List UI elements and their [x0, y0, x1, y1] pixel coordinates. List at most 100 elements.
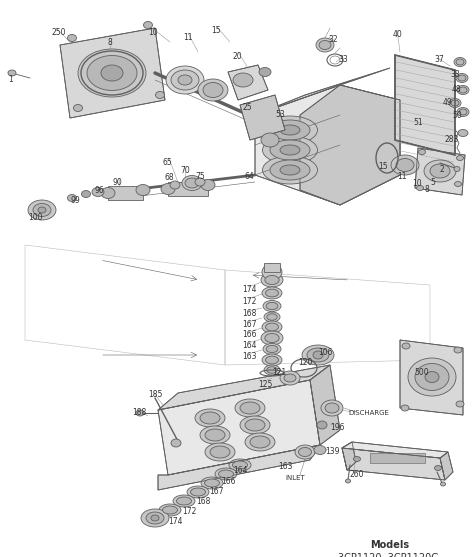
Polygon shape — [255, 85, 400, 205]
Ellipse shape — [82, 190, 91, 198]
Text: 53: 53 — [275, 110, 285, 119]
Ellipse shape — [415, 364, 449, 390]
Text: 174: 174 — [168, 517, 182, 526]
Ellipse shape — [313, 351, 323, 359]
Text: 15: 15 — [211, 26, 220, 35]
Ellipse shape — [317, 421, 327, 429]
Ellipse shape — [262, 321, 282, 333]
Ellipse shape — [146, 512, 164, 524]
Ellipse shape — [280, 125, 300, 135]
Ellipse shape — [201, 477, 223, 489]
Ellipse shape — [455, 182, 462, 187]
Ellipse shape — [454, 167, 460, 172]
Text: 50: 50 — [452, 111, 462, 120]
Ellipse shape — [295, 445, 315, 459]
Ellipse shape — [101, 65, 123, 81]
Ellipse shape — [263, 116, 318, 144]
Text: 167: 167 — [209, 487, 224, 496]
Ellipse shape — [354, 457, 361, 462]
Text: 90: 90 — [113, 178, 123, 187]
Text: 260: 260 — [350, 470, 365, 479]
Ellipse shape — [456, 155, 464, 160]
Text: 65: 65 — [163, 158, 173, 167]
Ellipse shape — [67, 194, 76, 202]
Text: 49: 49 — [443, 98, 453, 107]
Ellipse shape — [176, 497, 191, 505]
Ellipse shape — [302, 345, 334, 365]
Bar — [168, 182, 208, 196]
Text: 168: 168 — [242, 309, 256, 318]
Text: 20: 20 — [233, 52, 243, 61]
Ellipse shape — [201, 179, 215, 190]
Text: 32: 32 — [328, 35, 337, 44]
Ellipse shape — [425, 372, 439, 383]
Ellipse shape — [396, 159, 414, 172]
Ellipse shape — [263, 344, 281, 354]
Ellipse shape — [163, 506, 177, 514]
Ellipse shape — [182, 175, 202, 190]
Ellipse shape — [233, 73, 253, 87]
Ellipse shape — [346, 479, 350, 483]
Ellipse shape — [459, 87, 467, 93]
Bar — [370, 453, 425, 463]
Ellipse shape — [245, 433, 275, 451]
Ellipse shape — [265, 289, 279, 297]
Ellipse shape — [321, 400, 343, 416]
Text: 68: 68 — [165, 173, 174, 182]
Ellipse shape — [307, 348, 329, 362]
Text: 5: 5 — [430, 178, 435, 187]
Ellipse shape — [454, 347, 462, 353]
Ellipse shape — [263, 136, 318, 164]
Ellipse shape — [456, 59, 464, 65]
Ellipse shape — [459, 109, 467, 115]
Ellipse shape — [264, 365, 280, 375]
Ellipse shape — [280, 371, 300, 385]
Ellipse shape — [178, 75, 192, 85]
Polygon shape — [342, 442, 356, 470]
Ellipse shape — [456, 401, 464, 407]
Ellipse shape — [141, 509, 169, 527]
Text: 10: 10 — [412, 179, 422, 188]
Text: 8: 8 — [108, 38, 113, 47]
Ellipse shape — [435, 466, 441, 471]
Text: 139: 139 — [325, 447, 339, 456]
Text: 15: 15 — [378, 162, 388, 171]
Ellipse shape — [402, 343, 410, 349]
Ellipse shape — [262, 287, 282, 299]
Ellipse shape — [191, 488, 206, 496]
Ellipse shape — [261, 133, 279, 147]
Text: 174: 174 — [242, 285, 256, 294]
Ellipse shape — [261, 331, 283, 345]
Ellipse shape — [408, 358, 456, 396]
Ellipse shape — [314, 446, 326, 455]
Text: 3CP1120, 3CP1120G,: 3CP1120, 3CP1120G, — [338, 553, 442, 557]
Text: 40: 40 — [393, 30, 403, 39]
Text: 163: 163 — [278, 462, 292, 471]
Polygon shape — [415, 148, 465, 195]
Ellipse shape — [155, 91, 164, 99]
Ellipse shape — [92, 188, 104, 197]
Ellipse shape — [270, 120, 310, 140]
Ellipse shape — [265, 356, 279, 364]
Polygon shape — [60, 28, 165, 118]
Text: 283: 283 — [445, 135, 459, 144]
Ellipse shape — [229, 459, 251, 471]
Polygon shape — [158, 380, 320, 475]
Ellipse shape — [250, 436, 270, 448]
Polygon shape — [342, 448, 445, 480]
Text: 185: 185 — [148, 390, 163, 399]
Ellipse shape — [198, 79, 228, 101]
Ellipse shape — [451, 100, 459, 106]
Ellipse shape — [419, 149, 426, 154]
Text: 11: 11 — [397, 172, 407, 181]
Text: 163: 163 — [242, 352, 256, 361]
Ellipse shape — [325, 403, 339, 413]
Bar — [264, 263, 280, 272]
Ellipse shape — [240, 416, 270, 434]
Ellipse shape — [215, 468, 237, 480]
Ellipse shape — [240, 402, 260, 414]
Ellipse shape — [265, 276, 279, 285]
Ellipse shape — [457, 86, 469, 95]
Ellipse shape — [424, 160, 456, 182]
Ellipse shape — [458, 129, 468, 136]
